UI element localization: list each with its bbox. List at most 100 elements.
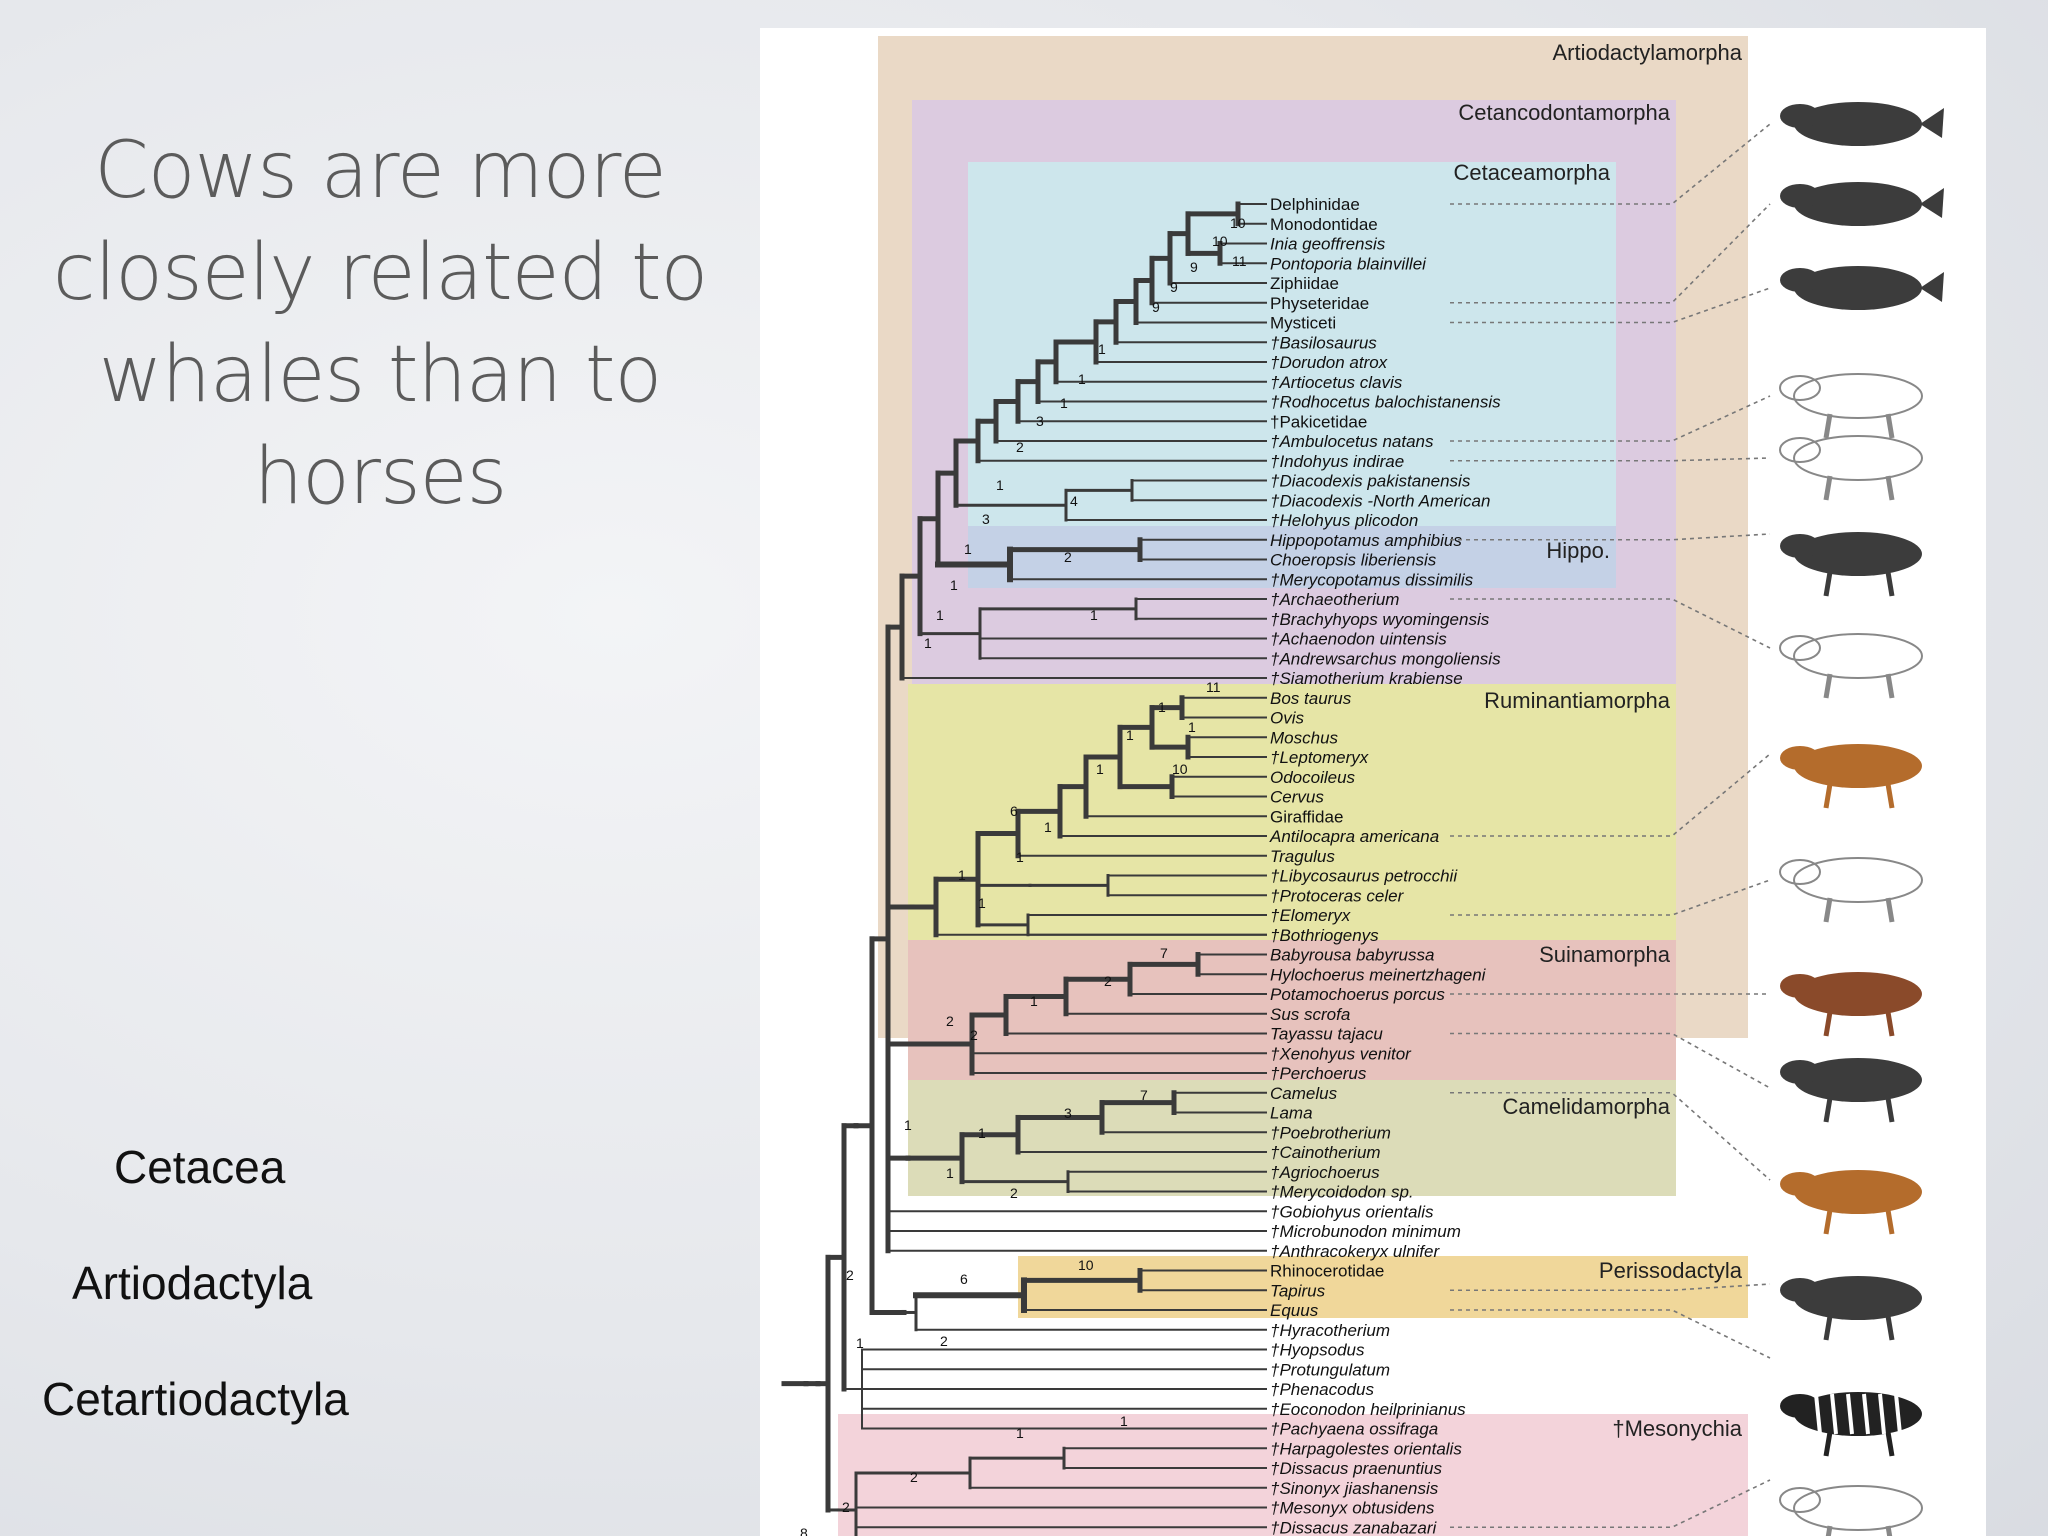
leader-line [1450, 287, 1771, 324]
taxon-label: Sus scrofa [1270, 1005, 1350, 1024]
pig-icon [1780, 972, 1922, 1037]
taxon-label: Tragulus [1270, 847, 1335, 866]
clade-label-suinamorpha: Suinamorpha [1539, 942, 1671, 967]
support-value: 6 [960, 1271, 968, 1287]
leader-line [1450, 123, 1771, 205]
support-value: 1 [1016, 849, 1024, 865]
humpback-whale-icon [1780, 266, 1944, 310]
support-value: 2 [1010, 1185, 1018, 1201]
clade-label-perissodactyla: Perissodactyla [1599, 1258, 1743, 1283]
leader-line [1450, 1283, 1771, 1292]
taxon-label: Monodontidae [1270, 215, 1378, 234]
entelodont-skeleton-icon [1779, 633, 1923, 699]
leader-line [1450, 753, 1771, 837]
clade-label-ruminantiamorpha: Ruminantiamorpha [1484, 688, 1671, 713]
clade-label-mesonychia: †Mesonychia [1612, 1416, 1742, 1441]
taxon-label: †Basilosaurus [1270, 333, 1377, 352]
support-value: 7 [1140, 1087, 1148, 1103]
taxon-label: †Poebrotherium [1270, 1123, 1391, 1142]
taxon-label: †Xenohyus venitor [1270, 1044, 1412, 1063]
leader-line [1450, 457, 1771, 462]
taxon-label: †Pachyaena ossifraga [1270, 1420, 1438, 1439]
sperm-whale-icon [1780, 182, 1944, 226]
support-value: 10 [1212, 233, 1228, 249]
leader-line [1450, 533, 1771, 541]
taxon-label: †Sinonyx jiashanensis [1270, 1479, 1439, 1498]
taxon-label: †Hyracotherium [1270, 1321, 1390, 1340]
taxon-label: †Elomeryx [1270, 906, 1351, 925]
support-value: 8 [800, 1525, 808, 1536]
taxon-label: Potamochoerus porcus [1270, 985, 1445, 1004]
taxon-label: Hippopotamus amphibius [1270, 531, 1462, 550]
taxon-label: †Achaenodon uintensis [1270, 630, 1447, 649]
label-cetacea: Cetacea [114, 1141, 286, 1193]
taxon-label: †Ambulocetus natans [1270, 432, 1434, 451]
clade-box-suinamorpha [908, 940, 1676, 1080]
support-value: 2 [946, 1013, 954, 1029]
support-value: 1 [936, 607, 944, 623]
support-value: 1 [1158, 699, 1166, 715]
phylogeny-tree: Artiodactylamorpha Cetancodontamorpha Ceta… [781, 36, 1944, 1536]
taxon-label: Hylochoerus meinertzhageni [1270, 965, 1487, 984]
taxon-label: †Phenacodus [1270, 1380, 1374, 1399]
support-value: 9 [1190, 259, 1198, 275]
support-value: 9 [1170, 279, 1178, 295]
taxon-label: Babyrousa babyrussa [1270, 946, 1434, 965]
pronghorn-icon [1780, 744, 1922, 809]
taxon-label: †Pakicetidae [1270, 412, 1367, 431]
tree-branches [781, 201, 1267, 1536]
peccary-icon [1780, 1058, 1922, 1123]
taxon-label: Physeteridae [1270, 294, 1369, 313]
clade-label-cetaceamorpha: Cetaceamorpha [1453, 160, 1610, 185]
support-value: 1 [996, 477, 1004, 493]
taxon-label: Ziphiidae [1270, 274, 1339, 293]
animal-silhouettes [1779, 102, 1944, 1536]
support-value: 7 [1160, 945, 1168, 961]
taxon-label: Choeropsis liberiensis [1270, 551, 1437, 570]
leader-line [1450, 1309, 1771, 1359]
support-value: 1 [856, 1335, 864, 1351]
clade-label-artiodactylamorpha: Artiodactylamorpha [1552, 40, 1742, 65]
taxon-label: Equus [1270, 1301, 1319, 1320]
taxon-label: Camelus [1270, 1084, 1338, 1103]
support-value: 1 [978, 895, 986, 911]
taxon-label: Tapirus [1270, 1281, 1326, 1300]
taxon-label: Giraffidae [1270, 807, 1343, 826]
support-value: 2 [940, 1333, 948, 1349]
taxon-label: †Siamotherium krabiense [1270, 669, 1463, 688]
taxon-label: †Agriochoerus [1270, 1163, 1380, 1182]
leader-line [1450, 1479, 1771, 1529]
taxon-label: Lama [1270, 1104, 1313, 1123]
support-value: 2 [1016, 439, 1024, 455]
taxon-label: †Hyopsodus [1270, 1341, 1365, 1360]
support-value: 2 [842, 1499, 850, 1515]
leader-line [1450, 1032, 1771, 1089]
taxon-label: Inia geoffrensis [1270, 235, 1386, 254]
taxon-label: †Archaeotherium [1270, 590, 1399, 609]
support-value: 1 [1044, 819, 1052, 835]
mesonychid-skeleton-icon [1779, 1485, 1923, 1536]
taxon-label: †Mesonyx obtusidens [1270, 1499, 1435, 1518]
taxon-label: †Rodhocetus balochistanensis [1270, 393, 1501, 412]
taxon-label: Odocoileus [1270, 768, 1356, 787]
support-value: 1 [978, 1125, 986, 1141]
taxon-label: Tayassu tajacu [1270, 1025, 1383, 1044]
leader-line [1450, 598, 1771, 649]
support-value: 2 [970, 1027, 978, 1043]
support-value: 1 [1078, 371, 1086, 387]
taxon-label: †Dissacus zanabazari [1270, 1518, 1438, 1536]
taxon-label: †Perchoerus [1270, 1064, 1367, 1083]
taxon-label: Ovis [1270, 709, 1305, 728]
support-value: 1 [1016, 1425, 1024, 1441]
taxon-label: Cervus [1270, 788, 1324, 807]
support-value: 11 [1206, 679, 1221, 695]
taxon-label: Antilocapra americana [1269, 827, 1439, 846]
leader-line [1450, 1091, 1771, 1181]
support-value: 10 [1230, 215, 1246, 231]
support-value: 9 [1152, 299, 1160, 315]
taxon-label: †Brachyhyops wyomingensis [1270, 610, 1490, 629]
support-value: 3 [1036, 413, 1044, 429]
leader-lines [1450, 123, 1771, 1529]
ruminant-skeleton-icon [1779, 857, 1923, 923]
support-value: 2 [846, 1267, 854, 1283]
